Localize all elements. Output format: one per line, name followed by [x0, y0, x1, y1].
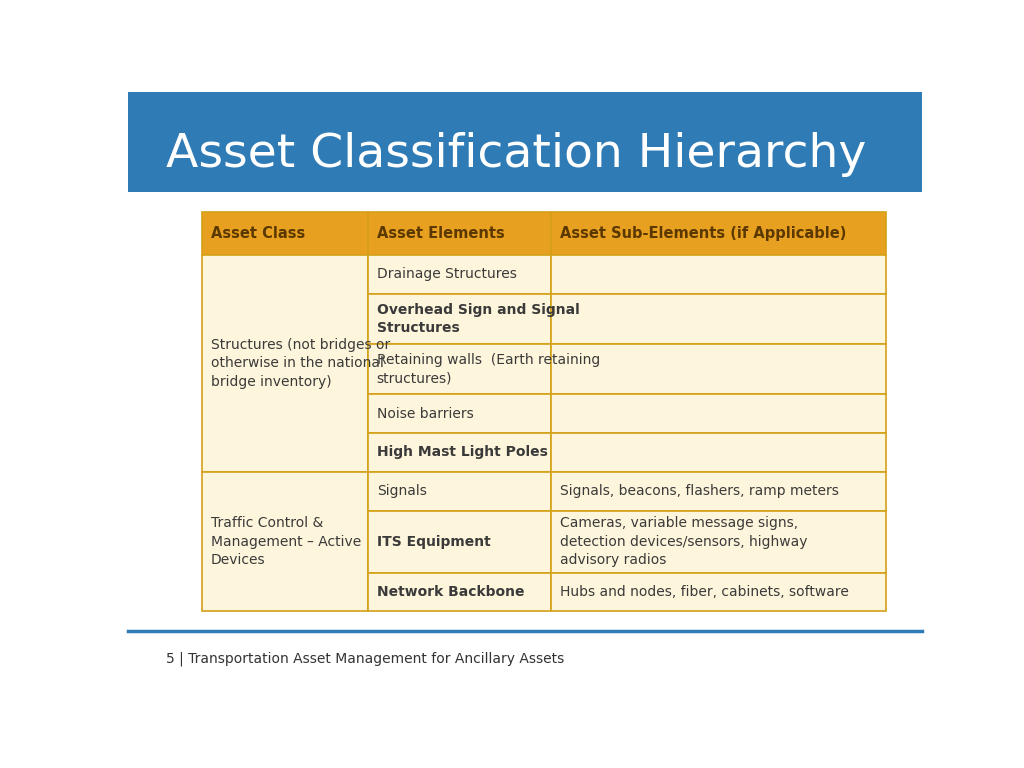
- Bar: [551, 293, 886, 344]
- Bar: [368, 344, 551, 394]
- Bar: [551, 511, 886, 573]
- Text: Signals: Signals: [377, 484, 427, 498]
- Text: ITS Equipment: ITS Equipment: [377, 535, 490, 548]
- Text: Asset Elements: Asset Elements: [377, 226, 505, 241]
- Bar: [551, 433, 886, 472]
- Bar: [368, 433, 551, 472]
- Text: Asset Sub-Elements (if Applicable): Asset Sub-Elements (if Applicable): [560, 226, 847, 241]
- Text: Cameras, variable message signs,
detection devices/sensors, highway
advisory rad: Cameras, variable message signs, detecti…: [560, 516, 808, 567]
- Text: Retaining walls  (Earth retaining
structures): Retaining walls (Earth retaining structu…: [377, 353, 600, 386]
- Bar: [128, 92, 922, 192]
- Text: Traffic Control &
Management – Active
Devices: Traffic Control & Management – Active De…: [211, 516, 360, 567]
- Text: Drainage Structures: Drainage Structures: [377, 267, 517, 281]
- Text: Noise barriers: Noise barriers: [377, 407, 473, 421]
- Bar: [202, 212, 886, 255]
- Bar: [368, 394, 551, 433]
- Bar: [551, 344, 886, 394]
- Text: High Mast Light Poles: High Mast Light Poles: [377, 445, 548, 459]
- Bar: [368, 255, 551, 293]
- Bar: [551, 573, 886, 611]
- Text: Signals, beacons, flashers, ramp meters: Signals, beacons, flashers, ramp meters: [560, 484, 839, 498]
- Text: Overhead Sign and Signal
Structures: Overhead Sign and Signal Structures: [377, 303, 580, 335]
- Bar: [551, 394, 886, 433]
- Bar: [368, 293, 551, 344]
- Text: 5 | Transportation Asset Management for Ancillary Assets: 5 | Transportation Asset Management for …: [166, 651, 564, 666]
- Bar: [368, 511, 551, 573]
- Bar: [551, 472, 886, 511]
- Text: Asset Class: Asset Class: [211, 226, 305, 241]
- Text: Hubs and nodes, fiber, cabinets, software: Hubs and nodes, fiber, cabinets, softwar…: [560, 585, 849, 599]
- Text: Asset Classification Hierarchy: Asset Classification Hierarchy: [166, 131, 866, 177]
- Bar: [368, 573, 551, 611]
- Bar: [202, 472, 368, 611]
- Text: Network Backbone: Network Backbone: [377, 585, 524, 599]
- Bar: [368, 472, 551, 511]
- Bar: [202, 255, 368, 472]
- Bar: [551, 255, 886, 293]
- Text: Structures (not bridges or
otherwise in the national
bridge inventory): Structures (not bridges or otherwise in …: [211, 338, 390, 389]
